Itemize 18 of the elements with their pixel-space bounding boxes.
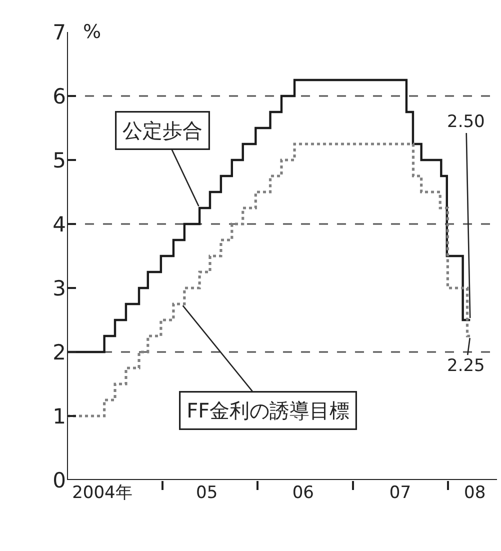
y-axis-title: %	[83, 21, 102, 43]
y-tick-label: 1	[52, 404, 66, 428]
x-tick-label: 06	[292, 483, 314, 503]
y-tick-label: 0	[52, 468, 66, 492]
x-tick-label: 2004年	[72, 483, 132, 503]
annotation: 公定歩合	[122, 118, 203, 143]
x-tick-label: 08	[464, 483, 486, 503]
y-tick-label: 4	[52, 212, 66, 236]
y-tick-label: 3	[52, 276, 66, 300]
annotation: 2.25	[447, 356, 485, 376]
x-tick-label: 07	[389, 483, 412, 503]
annotation: FF金利の誘導目標	[186, 398, 350, 423]
y-tick-label: 6	[52, 84, 66, 108]
y-tick-label: 2	[52, 340, 66, 364]
y-tick-label: 7	[52, 20, 66, 44]
annotation: 2.50	[447, 112, 485, 132]
y-tick-label: 5	[52, 148, 66, 172]
x-tick-label: 05	[196, 483, 218, 503]
